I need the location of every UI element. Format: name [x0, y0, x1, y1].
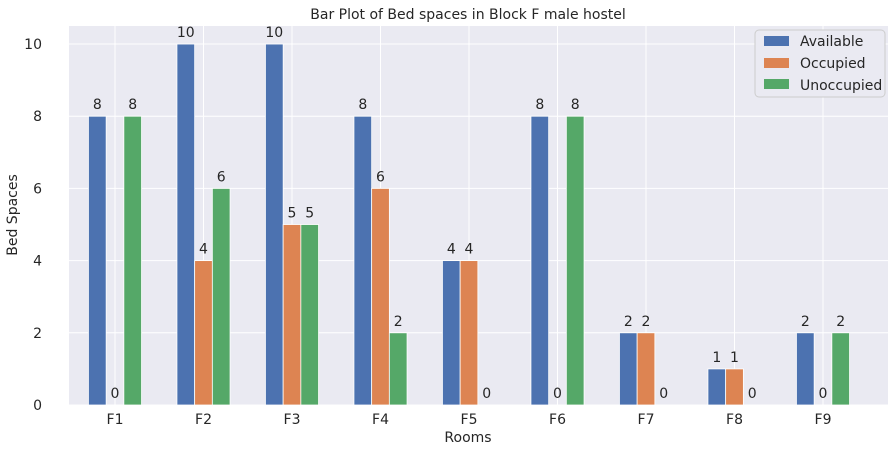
value-label-occupied: 0: [553, 386, 562, 402]
bar-unoccupied: [831, 332, 850, 406]
value-label-available: 8: [358, 97, 367, 113]
bar-occupied: [282, 224, 302, 406]
y-tick-label: 4: [33, 254, 42, 270]
value-label-available: 1: [712, 350, 721, 366]
y-tick-label: 2: [33, 326, 42, 342]
y-tick-label: 6: [33, 181, 42, 197]
bar-occupied: [459, 260, 479, 406]
value-label-unoccupied: 8: [571, 97, 580, 113]
bar-available: [265, 43, 284, 406]
x-axis-label: Rooms: [444, 430, 491, 446]
value-label-unoccupied: 0: [748, 386, 757, 402]
bar-occupied: [371, 188, 390, 406]
bar-unoccupied: [211, 188, 231, 406]
value-label-available: 8: [93, 97, 102, 113]
value-label-occupied: 4: [199, 242, 208, 258]
value-label-occupied: 2: [642, 314, 651, 330]
bar-available: [353, 115, 373, 406]
x-tick-label: F6: [549, 412, 566, 428]
bar-occupied: [725, 368, 744, 406]
bar-available: [442, 260, 461, 406]
value-label-available: 10: [177, 25, 195, 41]
value-label-unoccupied: 2: [836, 314, 845, 330]
x-tick-label: F3: [284, 412, 301, 428]
legend-label-available: Available: [800, 34, 863, 50]
chart-title: Bar Plot of Bed spaces in Block F male h…: [310, 7, 625, 23]
value-label-available: 2: [801, 314, 810, 330]
value-label-occupied: 5: [288, 206, 297, 222]
legend-swatch-occupied: [764, 58, 789, 68]
bar-occupied: [194, 260, 213, 406]
bar-available: [796, 332, 815, 406]
bar-available: [88, 115, 107, 406]
x-tick-label: F1: [107, 412, 124, 428]
x-axis-ticks: F1 F2 F3 F4 F5 F6 F7 F8 F9: [107, 412, 832, 428]
bar-available: [530, 115, 550, 406]
bar-unoccupied: [388, 332, 408, 406]
value-label-occupied: 0: [111, 386, 120, 402]
bar-available: [707, 368, 727, 406]
value-label-unoccupied: 0: [659, 386, 668, 402]
bar-unoccupied: [300, 224, 319, 406]
x-tick-label: F8: [726, 412, 743, 428]
x-tick-label: F5: [461, 412, 478, 428]
value-label-available: 8: [535, 97, 544, 113]
y-tick-label: 8: [33, 109, 42, 125]
value-label-unoccupied: 6: [217, 169, 226, 185]
y-tick-label: 10: [24, 37, 42, 53]
value-label-unoccupied: 8: [128, 97, 137, 113]
x-tick-label: F4: [372, 412, 389, 428]
legend: Available Occupied Unoccupied: [754, 29, 886, 98]
bars: [88, 43, 850, 406]
bar-available: [619, 332, 638, 406]
legend-swatch-available: [764, 36, 789, 46]
x-tick-label: F7: [638, 412, 655, 428]
value-label-occupied: 0: [819, 386, 828, 402]
bar-occupied: [636, 332, 656, 406]
x-tick-label: F9: [815, 412, 832, 428]
y-axis-label: Bed Spaces: [5, 174, 21, 256]
value-label-available: 2: [624, 314, 633, 330]
value-label-unoccupied: 0: [482, 386, 491, 402]
bar-unoccupied: [123, 115, 142, 406]
value-label-unoccupied: 2: [394, 314, 403, 330]
y-axis-ticks: 0 2 4 6 8 10: [24, 37, 42, 414]
bar-unoccupied: [565, 115, 585, 406]
value-label-occupied: 6: [376, 169, 385, 185]
x-tick-label: F2: [195, 412, 212, 428]
bar-available: [176, 43, 196, 406]
value-label-occupied: 1: [730, 350, 739, 366]
value-label-unoccupied: 5: [305, 206, 314, 222]
legend-label-occupied: Occupied: [800, 56, 866, 72]
value-label-occupied: 4: [465, 242, 474, 258]
y-tick-label: 0: [33, 398, 42, 414]
legend-swatch-unoccupied: [764, 79, 789, 89]
legend-label-unoccupied: Unoccupied: [800, 78, 882, 94]
value-label-available: 4: [447, 242, 456, 258]
value-label-available: 10: [265, 25, 283, 41]
